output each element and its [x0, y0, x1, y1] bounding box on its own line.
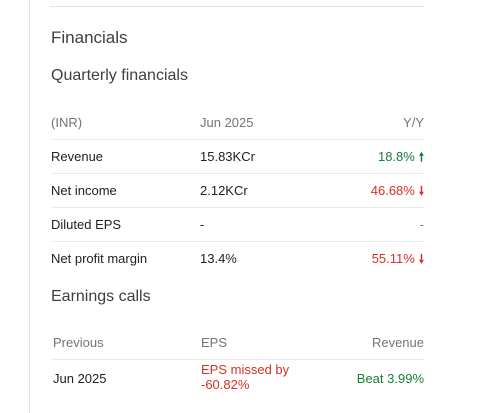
row-label: Net income — [51, 183, 117, 198]
earnings-period: Jun 2025 — [53, 371, 107, 386]
revenue-header: Revenue — [371, 335, 424, 350]
section-title: Financials — [51, 28, 128, 47]
row-change: 55.11% 🠗 — [372, 242, 424, 276]
row-change: - — [419, 217, 424, 232]
table-row-diluted-eps[interactable]: Diluted EPS - - — [51, 208, 424, 242]
row-value: 2.12KCr — [200, 183, 248, 198]
earnings-row[interactable]: Jun 2025 EPS missed by -60.82% Beat 3.99… — [51, 360, 424, 398]
row-label: Revenue — [51, 149, 104, 164]
row-change: 18.8% 🠕 — [378, 140, 424, 174]
previous-header: Previous — [53, 335, 104, 350]
period-header: Jun 2025 — [200, 115, 254, 130]
quarterly-financials-table: (INR) Jun 2025 Y/Y Revenue 15.83KCr 18.8… — [51, 106, 424, 275]
left-divider — [29, 0, 30, 413]
row-value: 15.83KCr — [200, 149, 255, 164]
row-change: 46.68% 🠗 — [371, 174, 424, 208]
yoy-header: Y/Y — [403, 115, 424, 130]
top-divider — [50, 6, 424, 7]
row-value: - — [200, 217, 205, 232]
table-row-revenue[interactable]: Revenue 15.83KCr 18.8% 🠕 — [51, 140, 424, 174]
earnings-calls-heading: Earnings calls — [51, 288, 151, 305]
earnings-calls-table: Previous EPS Revenue Jun 2025 EPS missed… — [51, 326, 424, 398]
row-label: Diluted EPS — [51, 217, 122, 232]
change-value: 18.8% — [377, 149, 415, 164]
currency-header: (INR) — [51, 115, 83, 130]
eps-header: EPS — [201, 335, 228, 350]
earnings-header-row: Previous EPS Revenue — [51, 326, 424, 360]
arrow-down-icon: 🠗 — [418, 252, 424, 266]
change-value: 55.11% — [371, 251, 415, 266]
eps-result: EPS missed by -60.82% — [201, 362, 290, 392]
change-value: 46.68% — [370, 183, 415, 198]
row-value: 13.4% — [200, 251, 237, 266]
quarterly-financials-heading: Quarterly financials — [51, 67, 188, 84]
revenue-result: Beat 3.99% — [356, 371, 424, 386]
table-row-net-income[interactable]: Net income 2.12KCr 46.68% 🠗 — [51, 174, 424, 208]
arrow-down-icon: 🠗 — [418, 184, 424, 198]
row-label: Net profit margin — [51, 251, 148, 266]
arrow-up-icon: 🠕 — [418, 150, 424, 164]
table-header-row: (INR) Jun 2025 Y/Y — [51, 106, 424, 140]
table-row-net-profit-margin[interactable]: Net profit margin 13.4% 55.11% 🠗 — [51, 242, 424, 275]
